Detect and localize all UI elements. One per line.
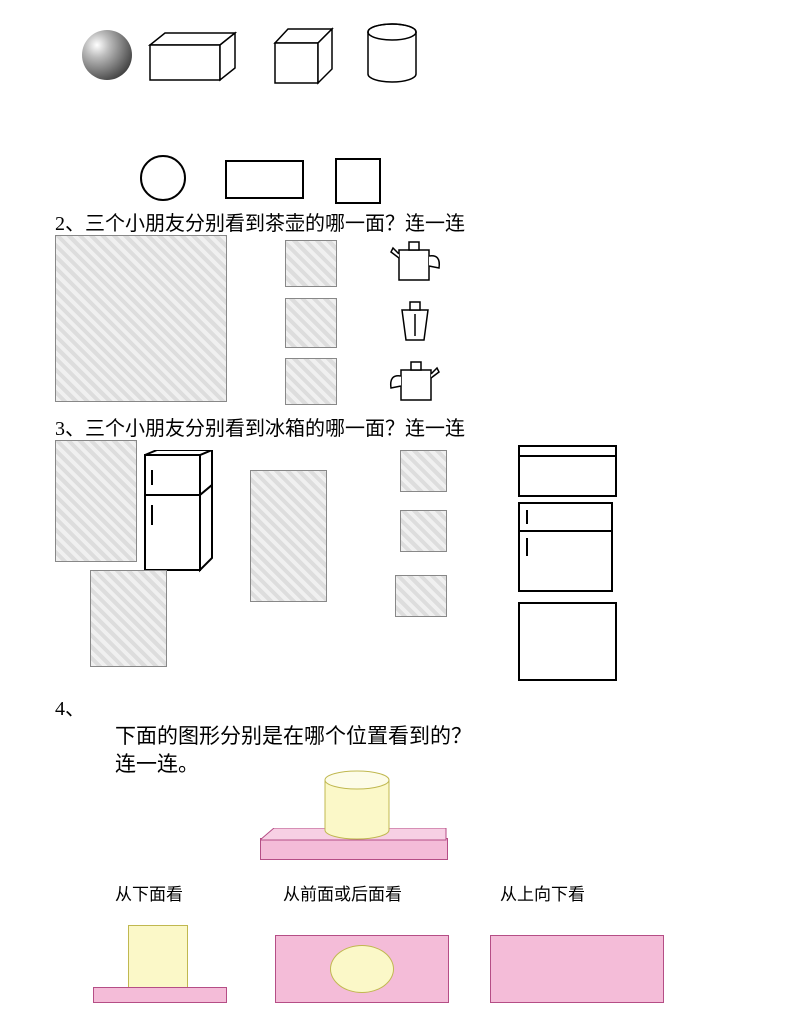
rectangle-2d [225, 160, 304, 199]
circle-2d [140, 155, 186, 201]
cylinder-3d [365, 22, 420, 87]
square-2d [335, 158, 381, 204]
q2-child-head-3 [285, 358, 337, 405]
label-from-top: 从上向下看 [500, 880, 585, 905]
q4-title-line1: 下面的图形分别是在哪个位置看到的？ [115, 720, 472, 750]
q3-head-3 [395, 575, 447, 617]
q3-head-2 [400, 510, 447, 552]
q3-fridge-in-scene [140, 450, 220, 580]
q4-3d-object [260, 770, 450, 865]
q4-number: 4、 [55, 692, 85, 721]
rectangular-prism-3d [145, 30, 240, 85]
fridge-top-view [518, 445, 617, 497]
q3-child-bottom [90, 570, 167, 667]
q4-view-front [93, 925, 228, 1005]
sphere-3d [82, 30, 132, 80]
teapot-view-2 [390, 298, 440, 348]
q3-text: 3、三个小朋友分别看到冰箱的哪一面？连一连 [55, 412, 465, 441]
q3-girl-standing [250, 470, 327, 602]
teapot-view-1 [385, 238, 445, 288]
fridge-front-view [518, 502, 613, 592]
q3-head-1 [400, 450, 447, 492]
q3-child-on-chair [55, 440, 137, 562]
q2-child-head-2 [285, 298, 337, 348]
q4-view-top [275, 935, 450, 1005]
label-from-front-back: 从前面或后面看 [283, 880, 402, 905]
cube-3d [270, 25, 340, 90]
fridge-side-view [518, 602, 617, 681]
q4-view-bottom [490, 935, 665, 1005]
q2-scene-image [55, 235, 227, 402]
teapot-view-3 [385, 358, 445, 408]
worksheet-page: 2、三个小朋友分别看到茶壶的哪一面？连一连 3、三个小朋友分别看到冰箱的哪一面？… [0, 0, 800, 1036]
q4-title-line2: 连一连。 [115, 748, 199, 778]
q2-child-head-1 [285, 240, 337, 287]
q2-text: 2、三个小朋友分别看到茶壶的哪一面？连一连 [55, 207, 465, 236]
label-from-below: 从下面看 [115, 880, 183, 905]
